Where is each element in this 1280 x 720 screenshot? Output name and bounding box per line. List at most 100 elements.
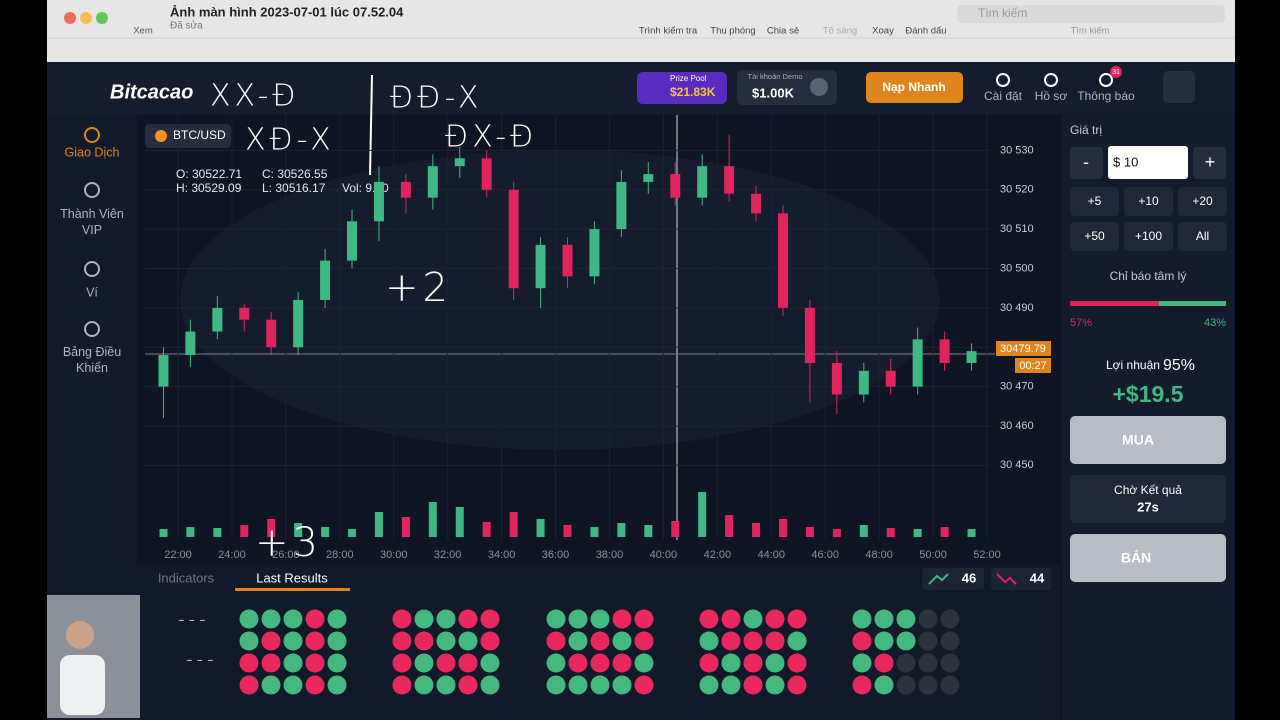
result-dot: [765, 675, 785, 695]
quick-amount[interactable]: [1070, 187, 1119, 216]
result-dot: [305, 631, 325, 651]
quick-amount-label[interactable]: +20: [1192, 194, 1213, 208]
annotation: ĐĐ-X: [390, 81, 482, 116]
quick-amount-label[interactable]: +100: [1135, 229, 1162, 243]
hand-divider: [369, 74, 373, 176]
nav-label[interactable]: Cài đặt: [984, 89, 1023, 103]
account-switch[interactable]: [737, 70, 837, 105]
tab[interactable]: Last Results: [256, 570, 328, 585]
quick-amount[interactable]: [1070, 222, 1119, 251]
volume-bar: [886, 528, 895, 537]
sidebar-item[interactable]: Ví: [86, 285, 98, 299]
sidebar-item[interactable]: Giao Dịch: [65, 145, 120, 159]
toolbar-button[interactable]: Xoay: [872, 26, 894, 37]
minimize-button[interactable]: [80, 12, 92, 24]
result-dot: [458, 675, 478, 695]
x-tick-label: 48:00: [865, 549, 893, 561]
nav-label[interactable]: Thông báo: [1077, 89, 1135, 103]
minus-label[interactable]: -: [1083, 152, 1089, 172]
nav-label[interactable]: Hồ sơ: [1035, 89, 1068, 103]
volume-bar: [509, 512, 518, 537]
result-dot: [765, 653, 785, 673]
result-dot: [568, 653, 588, 673]
annotation: ĐX-Đ: [445, 120, 537, 155]
result-dot: [743, 631, 763, 651]
quick-amount[interactable]: [1124, 222, 1173, 251]
result-dot: [612, 631, 632, 651]
close-button[interactable]: [64, 12, 76, 24]
y-tick-label: 30 530: [1000, 144, 1034, 156]
candle-body: [616, 181, 627, 230]
result-dot: [261, 675, 281, 695]
result-dot: [305, 675, 325, 695]
nav-icon[interactable]: [1044, 73, 1058, 87]
minus-button[interactable]: [1070, 147, 1103, 179]
pair-selector[interactable]: [145, 124, 231, 148]
sidebar-icon[interactable]: [84, 261, 100, 277]
deposit-button[interactable]: [866, 72, 963, 103]
profit-rate: 95%: [1163, 357, 1195, 374]
result-dot: [546, 631, 566, 651]
quick-amount[interactable]: [1178, 222, 1227, 251]
x-tick-label: 26:00: [272, 549, 300, 561]
account-dropdown[interactable]: [810, 78, 828, 96]
volume-bar: [321, 527, 330, 537]
sidebar-item[interactable]: Thành Viên VIP: [60, 207, 124, 237]
toolbar-button[interactable]: Tô sáng: [823, 26, 857, 37]
result-dot: [436, 675, 456, 695]
quick-amount-label[interactable]: +10: [1138, 194, 1159, 208]
x-tick-label: 22:00: [164, 549, 192, 561]
quick-amount-label[interactable]: +5: [1088, 194, 1102, 208]
sidebar-icon[interactable]: [84, 321, 100, 337]
toolbar-button[interactable]: Đánh dấu: [905, 26, 946, 37]
amount-value[interactable]: $ 10: [1113, 154, 1138, 169]
y-tick-label: 30 500: [1000, 262, 1034, 274]
volume-bar: [644, 525, 653, 537]
plus-label[interactable]: +: [1205, 152, 1216, 172]
quick-amount[interactable]: [1178, 187, 1227, 216]
sell-button[interactable]: [1070, 534, 1226, 582]
buy-label[interactable]: MUA: [1122, 432, 1154, 448]
x-tick-label: 50:00: [919, 549, 947, 561]
candle-body: [643, 174, 654, 182]
tab[interactable]: Indicators: [158, 570, 215, 585]
candle-body: [724, 166, 735, 194]
toolbar-button[interactable]: Trình kiểm tra: [639, 26, 698, 37]
result-dot: [414, 675, 434, 695]
result-dot: [612, 653, 632, 673]
countdown-tag: [1015, 358, 1051, 373]
amount-input[interactable]: [1108, 146, 1188, 179]
world-map: [180, 150, 940, 450]
buy-button[interactable]: [1070, 416, 1226, 464]
result-dot: [414, 631, 434, 651]
volume-bar: [536, 519, 545, 537]
result-dot: [874, 609, 894, 629]
plus-button[interactable]: [1193, 147, 1226, 179]
sidebar-item[interactable]: Bảng Điều Khiển: [63, 345, 121, 375]
volume-bar: [563, 525, 572, 537]
result-dot: [612, 609, 632, 629]
result-dot: [458, 609, 478, 629]
sell-label[interactable]: BÁN: [1121, 550, 1151, 566]
balance: $1.00K: [752, 85, 795, 100]
menu-button[interactable]: [1163, 71, 1195, 103]
volume-bar: [590, 527, 599, 537]
zoom-button[interactable]: [96, 12, 108, 24]
result-dot: [721, 631, 741, 651]
toolbar-button[interactable]: Thu phóng: [710, 26, 755, 37]
prize-pool[interactable]: [637, 72, 727, 104]
quick-amount-label[interactable]: All: [1196, 229, 1209, 243]
sidebar-icon[interactable]: [84, 127, 100, 143]
quick-amount[interactable]: [1124, 187, 1173, 216]
y-tick-label: 30 510: [1000, 223, 1034, 235]
nav-icon[interactable]: [996, 73, 1010, 87]
candle-body: [212, 307, 223, 332]
deposit-label[interactable]: Nạp Nhanh: [882, 80, 945, 94]
result-dot: [436, 653, 456, 673]
toolbar-button[interactable]: Chia sẻ: [767, 26, 799, 37]
nav-icon[interactable]: [1099, 73, 1113, 87]
result-dot: [392, 609, 412, 629]
sidebar-icon[interactable]: [84, 182, 100, 198]
search-box[interactable]: [957, 5, 1225, 23]
quick-amount-label[interactable]: +50: [1084, 229, 1105, 243]
